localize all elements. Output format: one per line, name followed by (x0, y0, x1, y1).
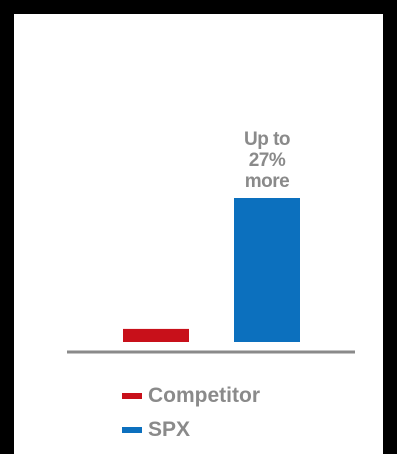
legend-label-competitor: Competitor (148, 384, 260, 407)
legend-swatch-competitor (122, 393, 142, 399)
legend-label-spx: SPX (148, 418, 191, 441)
legend: Competitor SPX (122, 379, 260, 447)
bar-chart: Up to 27% more (67, 129, 355, 354)
legend-item-spx: SPX (122, 413, 260, 447)
annotation-line-3: more (245, 171, 289, 192)
legend-item-competitor: Competitor (122, 379, 260, 413)
chart-panel: Up to 27% more Competitor SPX (14, 14, 383, 454)
bars-group (123, 198, 300, 342)
annotation-line-1: Up to (244, 129, 290, 150)
legend-swatch-spx (122, 427, 142, 433)
bar-competitor (123, 328, 189, 342)
annotation-line-2: 27% (249, 150, 286, 171)
bar-spx (234, 198, 300, 342)
